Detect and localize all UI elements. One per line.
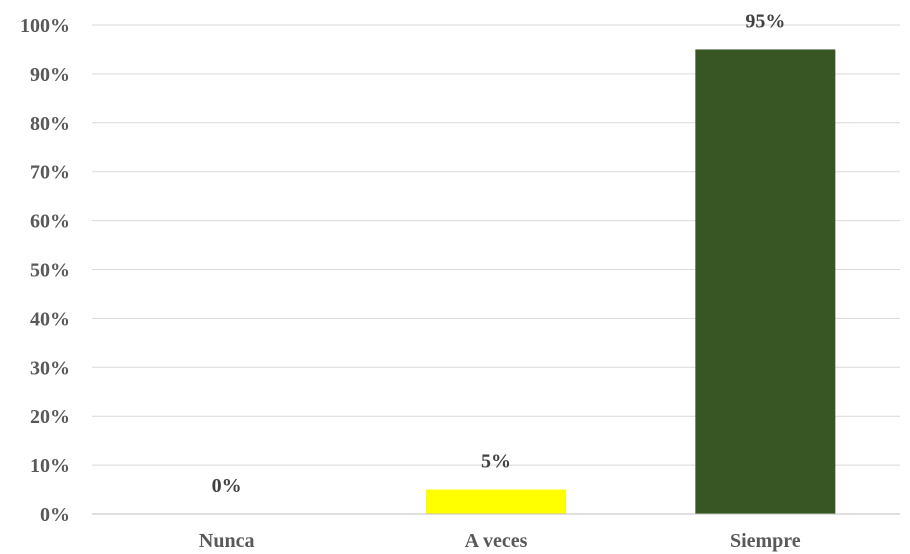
y-tick-label: 100% — [20, 15, 70, 37]
y-tick-label: 40% — [30, 308, 70, 330]
category-label: Nunca — [199, 530, 255, 552]
bar-siempre — [695, 49, 836, 514]
y-tick-label: 30% — [30, 357, 70, 379]
data-labels: 0% 5% 95% — [212, 10, 786, 497]
y-tick-label: 0% — [40, 504, 70, 526]
y-axis-tick-labels: 0% 10% 20% 30% 40% 50% 60% 70% 80% 90% 100% — [20, 15, 70, 526]
category-label: A veces — [465, 530, 528, 552]
y-tick-label: 10% — [30, 455, 70, 477]
y-tick-label: 70% — [30, 162, 70, 184]
bar-a-veces — [426, 489, 566, 514]
data-label: 0% — [212, 475, 242, 497]
x-axis-category-labels: Nunca A veces Siempre — [199, 530, 801, 552]
y-tick-label: 80% — [30, 113, 70, 135]
category-label: Siempre — [730, 530, 801, 552]
y-tick-label: 90% — [30, 64, 70, 86]
y-tick-label: 50% — [30, 260, 70, 282]
y-tick-label: 60% — [30, 211, 70, 233]
bars — [426, 49, 836, 514]
gridlines — [92, 24, 900, 466]
data-label: 95% — [745, 10, 785, 32]
y-tick-label: 20% — [30, 406, 70, 428]
data-label: 5% — [481, 451, 511, 473]
